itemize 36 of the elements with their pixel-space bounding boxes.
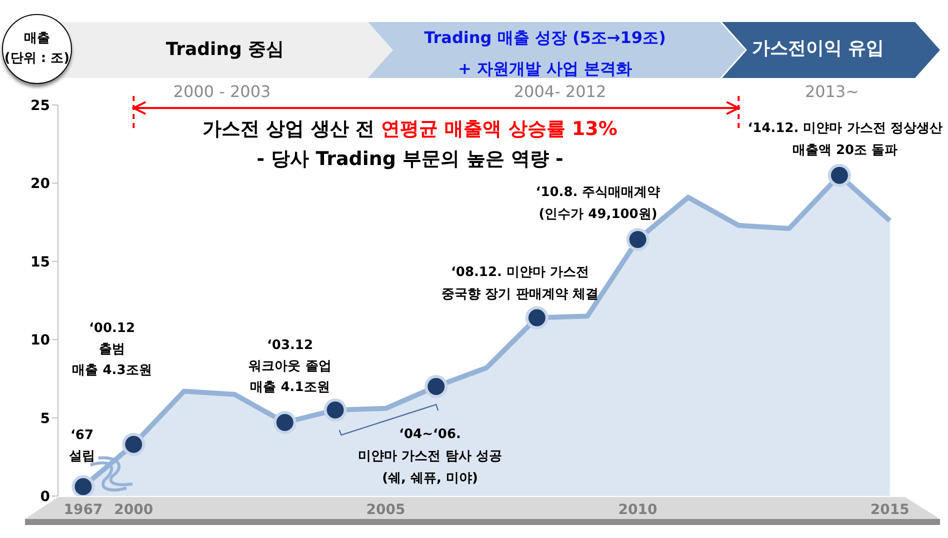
x-tick-label: 2015 [870, 502, 910, 518]
text: 2000 - 2003 [173, 82, 271, 101]
y-tick-label: 10 [30, 332, 50, 349]
point [424, 375, 448, 398]
point [525, 306, 548, 330]
x-tick-label: 2005 [366, 502, 406, 518]
x-tick-label: 2010 [618, 502, 658, 518]
y-tick-label: 5 [40, 410, 50, 427]
y-tick-label: 0 [40, 488, 50, 505]
y-tick-label: 20 [30, 176, 50, 192]
annotation: ‘08.12. 미얀마 가스전 중국향 장기 판매계약 체결 [442, 265, 598, 302]
text: Trading 매출 성장 (5조→19조) + 자원개발 사업 본격화 [424, 28, 666, 78]
point [72, 475, 95, 496]
point [122, 432, 146, 456]
y-tick-label: 15 [30, 254, 50, 270]
annotation: ‘67 설립 [69, 428, 95, 464]
annotation: ‘04~‘06. 미얀마 가스전 탐사 성공 (쉐, 쉐퓨, 미야) [358, 427, 502, 486]
text: Trading 중심 [166, 39, 284, 60]
point [828, 164, 851, 187]
annotation: - 당사 Trading 부문의 높은 역량 - [256, 148, 564, 170]
annotation: ‘10.8. 주식매매계약 (인수가 49,100원) [536, 185, 660, 222]
annotation: 가스전 상업 생산 전 [202, 118, 374, 140]
annotation: 연평균 매출액 상승률 13% [380, 118, 618, 140]
text: 2004- 2012 [514, 82, 606, 101]
x-tick-label: 2000 [114, 502, 154, 518]
annotation: ‘03.12 워크아웃 졸업 매출 4.1조원 [248, 338, 332, 395]
x-tick-label: 1967 [64, 502, 103, 518]
point [273, 410, 296, 434]
text: 2013~ [804, 82, 860, 101]
annotation: ‘14.12. 미얀마 가스전 정상생산 매출액 20조 돌파 [748, 121, 942, 158]
text: 가스전이익 유입 [752, 38, 884, 59]
y-tick-label: 25 [30, 98, 50, 114]
y-axis-title: 매출 (단위 : 조) [2, 14, 72, 84]
point [626, 228, 650, 252]
annotation: ‘00.12 출범 매출 4.3조원 [72, 321, 152, 378]
point [324, 398, 347, 422]
